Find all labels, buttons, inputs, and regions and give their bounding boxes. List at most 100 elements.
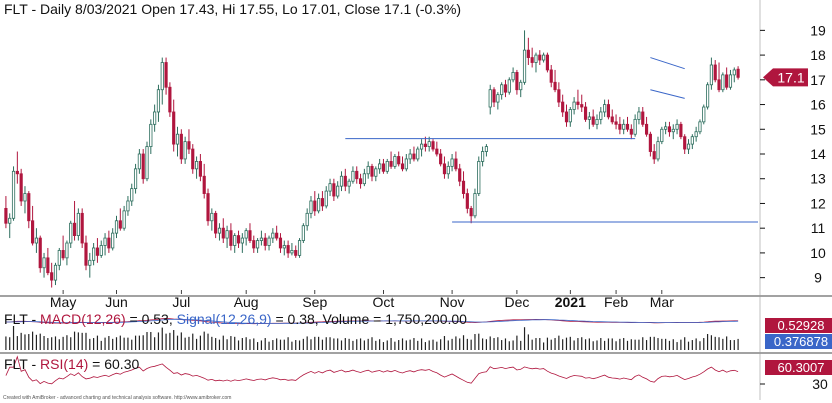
candle-body bbox=[107, 237, 111, 249]
candle-body bbox=[385, 161, 389, 172]
volume-bar bbox=[58, 339, 60, 350]
volume-bar bbox=[142, 335, 144, 350]
volume-bar bbox=[24, 334, 26, 350]
volume-bar bbox=[256, 342, 259, 350]
candle-body bbox=[679, 123, 683, 138]
volume-bar bbox=[523, 327, 526, 350]
volume-bar bbox=[157, 332, 160, 350]
candle-body bbox=[580, 104, 584, 108]
candle-body bbox=[419, 143, 424, 150]
candle-body bbox=[305, 212, 309, 227]
candle-body bbox=[130, 188, 134, 202]
candle-body bbox=[583, 106, 588, 120]
chart-title: FLT - Daily 8/03/2021 Open 17.43, Hi 17.… bbox=[4, 1, 462, 17]
candle-body bbox=[19, 173, 23, 202]
macd-value-badge bbox=[765, 318, 832, 333]
volume-bar bbox=[218, 339, 221, 350]
candle-body bbox=[503, 84, 508, 93]
candle-body bbox=[603, 104, 607, 113]
volume-bar bbox=[630, 339, 632, 350]
candle-body bbox=[57, 250, 61, 266]
candle-body bbox=[99, 245, 103, 256]
candle-body bbox=[15, 170, 19, 175]
volume-bar bbox=[398, 340, 400, 350]
volume-bar bbox=[276, 338, 278, 350]
candle-body bbox=[145, 146, 149, 180]
volume-bar bbox=[32, 331, 34, 350]
candle-body bbox=[671, 128, 675, 133]
volume-bar bbox=[691, 340, 693, 350]
candle-body bbox=[34, 237, 38, 244]
candle-body bbox=[202, 175, 206, 194]
rsi-prefix: FLT - bbox=[4, 356, 41, 372]
candle-body bbox=[465, 193, 469, 209]
candle-body bbox=[389, 161, 393, 167]
price-tick-label: 14 bbox=[810, 146, 826, 162]
volume-bar bbox=[375, 340, 377, 350]
candle-body bbox=[80, 212, 84, 244]
candle-body bbox=[637, 111, 641, 120]
candle-body bbox=[561, 101, 565, 113]
candle-body bbox=[297, 240, 302, 256]
candle-body bbox=[736, 68, 740, 78]
candle-body bbox=[160, 62, 164, 91]
candle-body bbox=[461, 180, 466, 194]
candle-body bbox=[446, 165, 450, 175]
volume-bar bbox=[234, 336, 236, 350]
candle-body bbox=[118, 220, 122, 229]
price-tick-label: 11 bbox=[811, 220, 826, 236]
volume-bar bbox=[687, 341, 690, 350]
volume-bar bbox=[466, 338, 468, 350]
volume-bar bbox=[401, 338, 404, 350]
candle-body bbox=[641, 111, 645, 125]
volume-bar bbox=[371, 337, 373, 350]
volume-bar bbox=[127, 337, 129, 350]
candle-body bbox=[500, 84, 504, 96]
volume-bar bbox=[340, 340, 343, 350]
volume-bar bbox=[119, 335, 121, 350]
volume-bar bbox=[16, 336, 18, 350]
candle-body bbox=[408, 153, 412, 160]
volume-bar bbox=[645, 340, 648, 350]
candle-body bbox=[137, 153, 141, 170]
volume-bar bbox=[230, 336, 232, 350]
volume-bar bbox=[325, 337, 327, 350]
candle-body bbox=[236, 235, 241, 244]
volume-bar bbox=[619, 338, 621, 350]
candle-body bbox=[534, 54, 538, 63]
volume-bar bbox=[43, 336, 45, 350]
volume-bar bbox=[512, 340, 514, 350]
volume-bar bbox=[302, 338, 304, 350]
volume-bar bbox=[173, 330, 175, 350]
candle-body bbox=[309, 200, 313, 214]
volume-bar bbox=[352, 340, 354, 350]
signal-value: = 0.38, Volume = 1,750,200.00 bbox=[271, 311, 467, 327]
candle-body bbox=[469, 207, 473, 217]
volume-bar bbox=[318, 336, 320, 350]
candle-body bbox=[614, 121, 618, 125]
candle-body bbox=[164, 62, 168, 88]
candle-body bbox=[423, 143, 427, 147]
candle-body bbox=[706, 84, 710, 108]
candle-body bbox=[210, 212, 214, 222]
candle-body bbox=[492, 89, 496, 103]
volume-bar bbox=[9, 337, 11, 350]
volume-bar bbox=[577, 338, 579, 350]
candle-body bbox=[290, 250, 294, 254]
volume-bar bbox=[478, 333, 480, 350]
volume-bar bbox=[253, 338, 255, 350]
volume-bar bbox=[596, 340, 598, 350]
candle-body bbox=[198, 161, 202, 177]
candle-body bbox=[31, 220, 35, 244]
volume-bar bbox=[531, 339, 533, 350]
volume-bar bbox=[337, 338, 339, 350]
volume-bar bbox=[100, 340, 102, 350]
volume-bars bbox=[5, 326, 739, 350]
candle-body bbox=[362, 173, 366, 185]
volume-bar bbox=[146, 332, 148, 350]
candle-body bbox=[625, 123, 630, 130]
volume-bar bbox=[733, 340, 735, 350]
candle-body bbox=[183, 141, 187, 160]
price-tick-label: 13 bbox=[810, 171, 826, 187]
volume-bar bbox=[611, 338, 613, 350]
